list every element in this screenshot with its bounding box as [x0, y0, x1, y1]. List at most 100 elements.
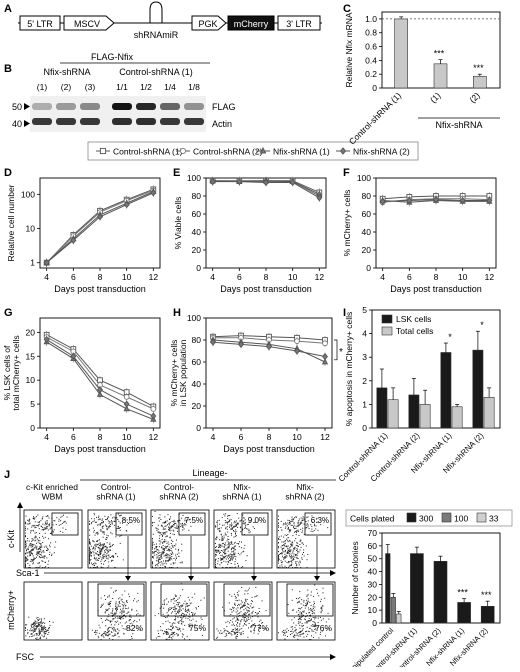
- flow-event: [235, 635, 237, 637]
- flow-event: [39, 551, 41, 553]
- flow-event: [222, 539, 224, 541]
- flow-event: [188, 605, 190, 607]
- flow-event: [169, 635, 171, 637]
- flow-event: [159, 561, 161, 563]
- flow-event: [312, 611, 314, 613]
- flow-event: [112, 639, 114, 640]
- bar: [376, 387, 388, 429]
- significance-mark: *: [339, 347, 343, 358]
- flow-event: [220, 562, 222, 564]
- flow-event: [310, 614, 312, 616]
- flow-event: [112, 556, 114, 558]
- flow-event: [111, 620, 113, 622]
- flow-event: [253, 632, 255, 634]
- flow-event: [293, 634, 295, 636]
- flow-event: [92, 548, 94, 550]
- flow-event: [168, 608, 170, 610]
- flow-event: [310, 608, 312, 610]
- flow-event: [297, 638, 299, 640]
- flow-event: [176, 601, 178, 603]
- flow-event: [37, 624, 39, 626]
- flow-event: [94, 562, 96, 564]
- flow-event: [229, 525, 231, 527]
- flow-event: [100, 548, 102, 550]
- flow-event: [104, 633, 106, 635]
- x-tick-label: 6: [239, 432, 244, 442]
- flow-event: [160, 564, 162, 566]
- flow-event: [287, 537, 289, 539]
- flow-event: [180, 605, 182, 607]
- flow-event: [172, 626, 174, 628]
- flow-event: [40, 520, 42, 522]
- flow-event: [27, 538, 29, 540]
- flow-event: [119, 542, 121, 544]
- flow-event: [27, 633, 29, 635]
- flow-event: [215, 539, 217, 541]
- flow-event: [278, 530, 279, 532]
- flow-event: [310, 524, 312, 526]
- flow-event: [153, 521, 155, 523]
- flow-event: [117, 604, 119, 606]
- flow-event: [215, 542, 216, 544]
- flow-event: [227, 560, 229, 562]
- flow-event: [314, 606, 316, 608]
- flow-event: [295, 531, 297, 533]
- flow-event: [25, 528, 26, 530]
- flow-event: [177, 520, 179, 522]
- flow-event: [292, 558, 294, 560]
- flow-event: [251, 596, 253, 598]
- flow-event: [25, 545, 26, 547]
- flow-event: [162, 541, 164, 543]
- flow-event: [34, 622, 36, 624]
- flow-event: [104, 515, 106, 517]
- flow-event: [306, 559, 308, 561]
- flow-event: [291, 563, 293, 565]
- bar: [385, 553, 391, 624]
- flow-event: [100, 635, 102, 637]
- flow-event: [232, 606, 234, 608]
- x-tick-label: 6: [407, 272, 412, 282]
- flow-event: [37, 554, 39, 556]
- flow-event: [154, 550, 156, 552]
- flow-event: [156, 557, 158, 559]
- flow-event: [240, 531, 242, 533]
- flow-event: [247, 617, 249, 619]
- flow-event: [292, 559, 294, 561]
- flow-event: [288, 520, 290, 522]
- flow-event: [248, 609, 250, 611]
- flow-event: [230, 549, 232, 551]
- flow-event: [107, 517, 109, 519]
- flow-event: [228, 546, 230, 548]
- flow-event: [216, 524, 218, 526]
- flow-event: [227, 554, 229, 556]
- flow-event: [105, 556, 107, 558]
- flow-event: [158, 562, 160, 564]
- flow-event: [89, 542, 91, 544]
- flow-event: [254, 521, 256, 523]
- flow-event: [291, 626, 293, 628]
- flow-event: [114, 518, 116, 520]
- flow-event: [298, 518, 300, 520]
- flow-event: [165, 521, 167, 523]
- flow-event: [93, 541, 95, 543]
- flow-event: [307, 524, 309, 526]
- flow-event: [102, 633, 104, 635]
- flow-event: [175, 522, 177, 524]
- flow-event: [322, 587, 324, 589]
- flow-event: [313, 609, 315, 611]
- flow-event: [261, 600, 263, 602]
- flow-event: [220, 630, 222, 632]
- flow-event: [221, 632, 223, 634]
- mcherry-gate: [223, 583, 271, 617]
- x-tick-label: 6: [237, 272, 242, 282]
- flow-event: [293, 617, 295, 619]
- flow-event: [38, 622, 40, 624]
- lsk-gate: [115, 512, 143, 536]
- flow-event: [312, 606, 314, 608]
- data-point: [150, 189, 157, 197]
- flag-band: [184, 103, 204, 110]
- flow-event: [312, 612, 314, 614]
- flow-event: [104, 545, 106, 547]
- flow-event: [109, 523, 111, 525]
- flow-event: [296, 567, 298, 568]
